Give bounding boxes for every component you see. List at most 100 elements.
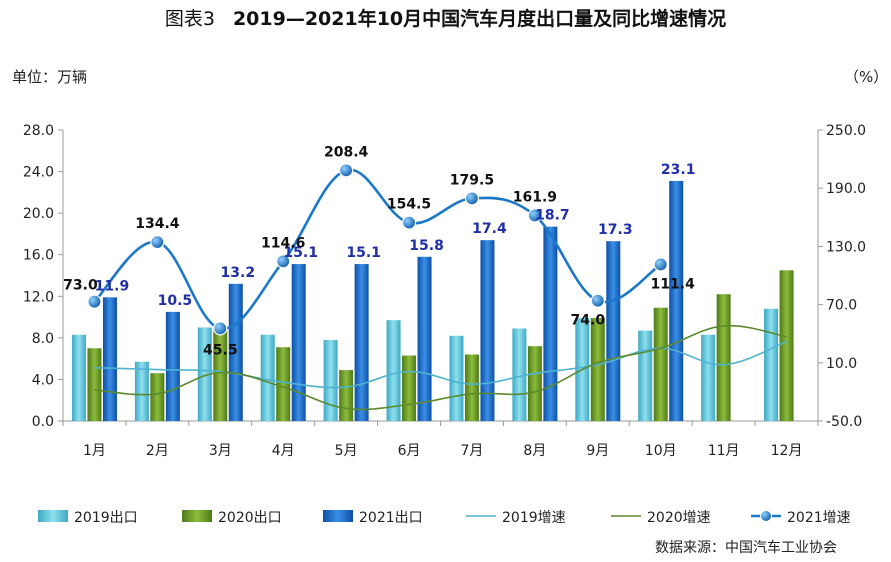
bar-2019-export — [701, 334, 716, 421]
label-2021-export: 15.1 — [346, 245, 381, 261]
bar-2020-export — [590, 318, 605, 421]
title-text: 2019—2021年10月中国汽车月度出口量及同比增速情况 — [232, 8, 727, 30]
bar-2019-export — [134, 361, 149, 421]
legend-2020-growth-label: 2020增速 — [647, 510, 711, 526]
left-tick-label: 0.0 — [32, 414, 54, 430]
bar-2021-export — [291, 264, 306, 421]
x-tick-label: 1月 — [83, 443, 106, 459]
figure-label: 图表3 — [164, 8, 215, 30]
label-2021-growth: 161.9 — [513, 189, 557, 205]
right-tick-label: 70.0 — [826, 298, 857, 314]
line-2020-growth — [94, 324, 787, 411]
label-2021-export: 10.5 — [158, 293, 193, 309]
bar-2021-export — [480, 240, 495, 421]
legend-2021-export-label: 2021出口 — [359, 510, 423, 526]
legend-2019-export-swatch — [38, 510, 68, 522]
label-2021-growth: 208.4 — [324, 144, 369, 160]
label-2021-export: 17.3 — [598, 222, 633, 238]
bar-2020-export — [464, 354, 479, 421]
label-2021-export: 11.9 — [95, 278, 130, 294]
marker-2021-growth — [653, 257, 668, 272]
bar-2020-export — [779, 270, 794, 421]
left-tick-label: 16.0 — [23, 248, 54, 264]
bar-2020-export — [213, 327, 228, 421]
x-tick-label: 4月 — [272, 443, 295, 459]
x-tick-label: 11月 — [708, 443, 740, 459]
label-2021-export: 17.4 — [472, 221, 507, 237]
bar-2021-export — [606, 241, 621, 421]
x-tick-label: 8月 — [523, 443, 546, 459]
label-2021-export: 15.1 — [283, 245, 318, 261]
x-tick-label: 7月 — [460, 443, 483, 459]
bar-2020-export — [276, 347, 291, 421]
bar-2019-export — [197, 327, 212, 421]
bar-2019-export — [71, 334, 86, 421]
marker-2021-growth — [87, 294, 102, 309]
x-tick-label: 12月 — [771, 443, 803, 459]
bar-2021-export — [354, 264, 369, 421]
left-tick-label: 12.0 — [23, 289, 54, 305]
marker-2021-growth — [590, 293, 605, 308]
bar-2019-export — [323, 339, 338, 421]
right-tick-label: 190.0 — [826, 181, 866, 197]
chart-title: 图表3 2019—2021年10月中国汽车月度出口量及同比增速情况 — [0, 4, 891, 31]
bar-2020-export — [527, 346, 542, 421]
marker-2021-growth — [150, 235, 165, 250]
left-tick-label: 28.0 — [23, 123, 54, 139]
marker-2021-growth — [276, 254, 291, 269]
bar-2019-export — [449, 335, 464, 421]
bar-2020-export — [716, 294, 731, 421]
label-2021-growth: 154.5 — [387, 197, 431, 213]
bar-2020-export — [339, 370, 354, 421]
bar-2019-export — [764, 308, 779, 421]
bar-2021-export — [417, 256, 432, 421]
bar-2021-export — [669, 180, 684, 421]
left-axis-unit: 单位：万辆 — [12, 68, 88, 86]
right-tick-label: -50.0 — [826, 414, 862, 430]
label-2021-export: 13.2 — [221, 265, 256, 281]
bar-2021-export — [228, 283, 243, 421]
legend-2019-growth-label: 2019增速 — [502, 510, 566, 526]
bar-2021-export — [165, 311, 180, 421]
x-tick-label: 2月 — [146, 443, 169, 459]
x-tick-label: 10月 — [645, 443, 677, 459]
left-tick-label: 24.0 — [23, 165, 54, 181]
marker-2021-growth — [464, 191, 480, 206]
bar-2020-export — [150, 373, 165, 421]
bar-2019-export — [386, 320, 401, 421]
label-2021-export: 15.8 — [409, 238, 444, 254]
label-2021-export: 23.1 — [661, 162, 696, 178]
line-2019-growth — [94, 340, 787, 389]
label-2021-growth: 45.5 — [203, 342, 238, 358]
legend-2020-export-swatch — [182, 510, 212, 522]
bar-2019-export — [512, 328, 527, 421]
left-tick-label: 8.0 — [32, 331, 54, 347]
bar-2020-export — [402, 355, 417, 421]
label-2021-growth: 114.6 — [261, 235, 305, 251]
marker-2021-growth — [527, 208, 542, 223]
label-2021-growth: 111.4 — [651, 276, 696, 292]
x-tick-label: 3月 — [209, 443, 232, 459]
legend-2021-export-swatch — [323, 510, 353, 522]
bar-2019-export — [260, 334, 275, 421]
bar-2020-export — [87, 348, 102, 421]
label-2021-growth: 74.0 — [571, 313, 606, 329]
right-tick-label: 10.0 — [826, 356, 857, 372]
line-2021-growth — [93, 168, 662, 330]
bar-2020-export — [653, 307, 668, 421]
marker-2021-growth — [213, 321, 228, 336]
bar-2019-export — [638, 330, 653, 421]
left-tick-label: 4.0 — [32, 372, 54, 388]
data-source: 数据来源：中国汽车工业协会 — [655, 540, 837, 556]
right-tick-label: 250.0 — [826, 123, 866, 139]
legend-2019-export-label: 2019出口 — [74, 510, 138, 526]
x-tick-label: 6月 — [398, 443, 421, 459]
legend-2021-growth-marker — [760, 510, 772, 522]
label-2021-growth: 134.4 — [135, 216, 180, 232]
left-tick-label: 20.0 — [23, 206, 54, 222]
label-2021-growth: 179.5 — [450, 172, 494, 188]
label-2021-growth: 73.0 — [63, 278, 98, 294]
bar-2021-export — [543, 226, 558, 421]
x-tick-label: 5月 — [335, 443, 358, 459]
